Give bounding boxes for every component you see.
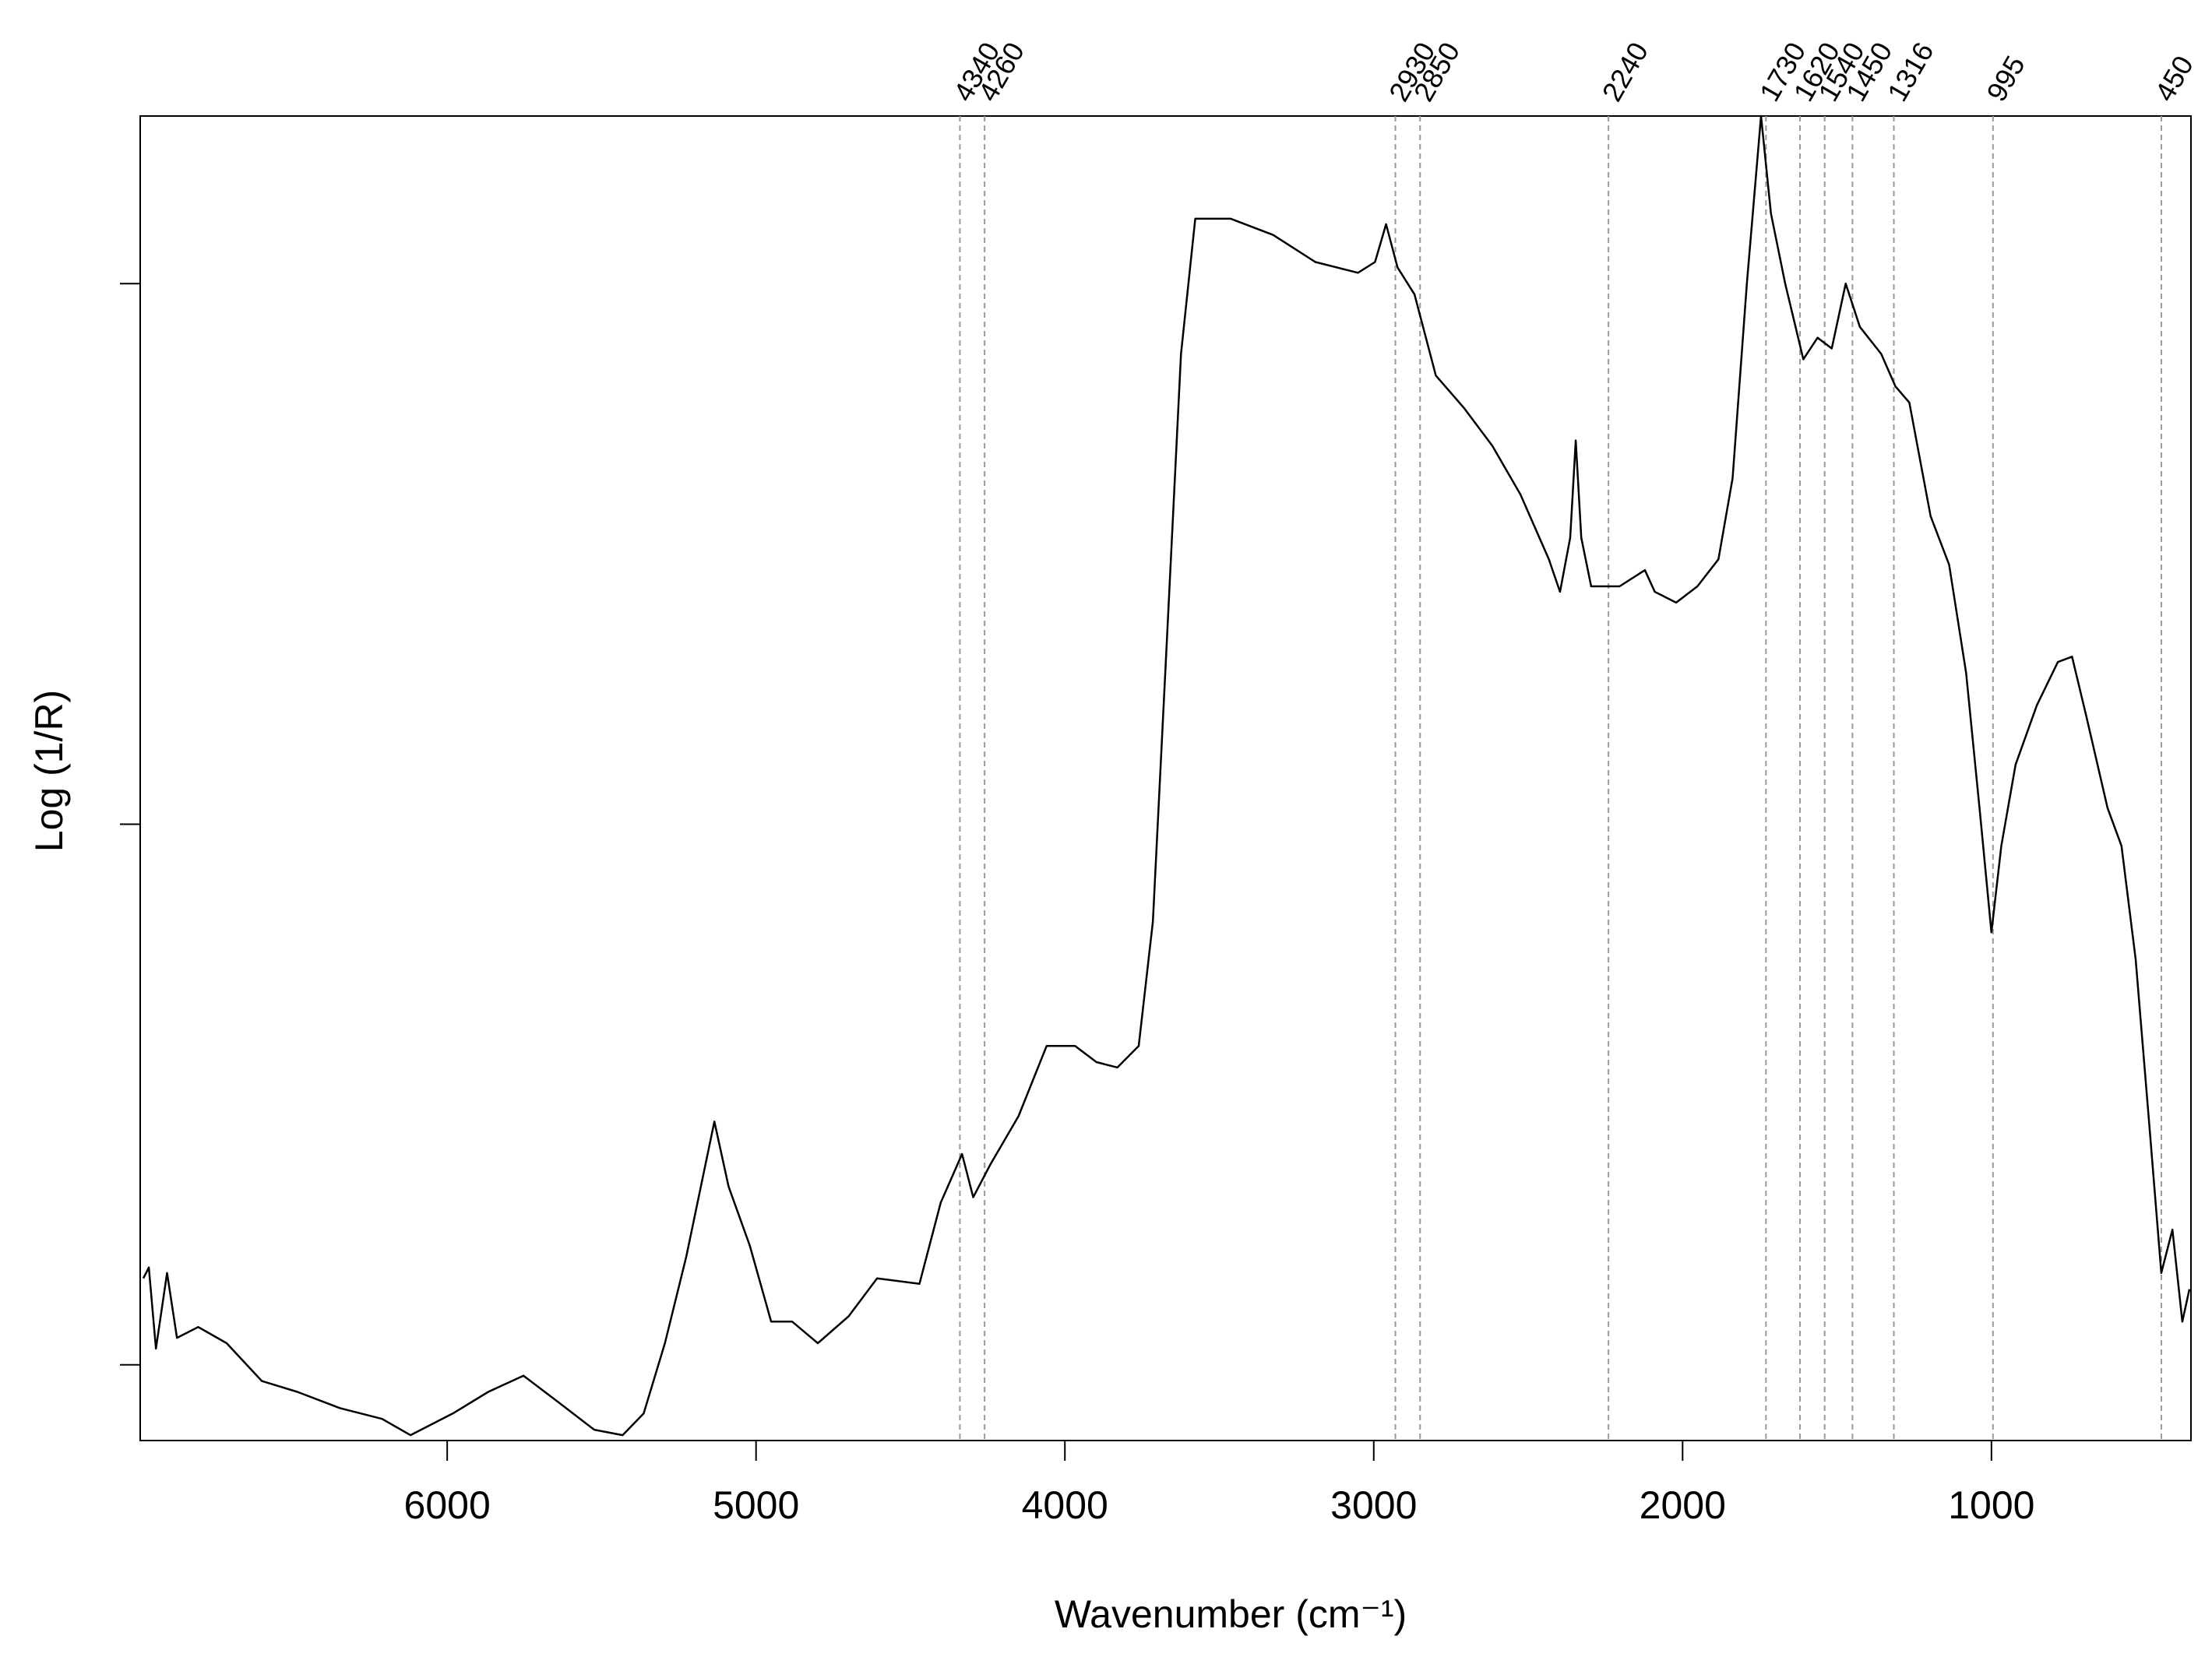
reference-line-label: 2240 [1596, 37, 1655, 107]
x-tick-label: 1000 [1948, 1483, 2034, 1527]
x-axis-label: Wavenumber (cm⁻¹) [1055, 1592, 1407, 1636]
reference-line-label: 1316 [1881, 37, 1940, 107]
y-axis-label: Log (1/R) [27, 690, 71, 852]
spectrum-line [142, 114, 2191, 1437]
plot-frame [139, 115, 2192, 1441]
x-tick-label: 5000 [713, 1483, 799, 1527]
reference-line-label: 995 [1980, 50, 2031, 107]
x-tick-label: 2000 [1640, 1483, 1726, 1527]
reference-line-label: 450 [2148, 50, 2200, 107]
x-tick-label: 4000 [1022, 1483, 1108, 1527]
x-tick-label: 3000 [1330, 1483, 1417, 1527]
x-tick-label: 6000 [404, 1483, 491, 1527]
